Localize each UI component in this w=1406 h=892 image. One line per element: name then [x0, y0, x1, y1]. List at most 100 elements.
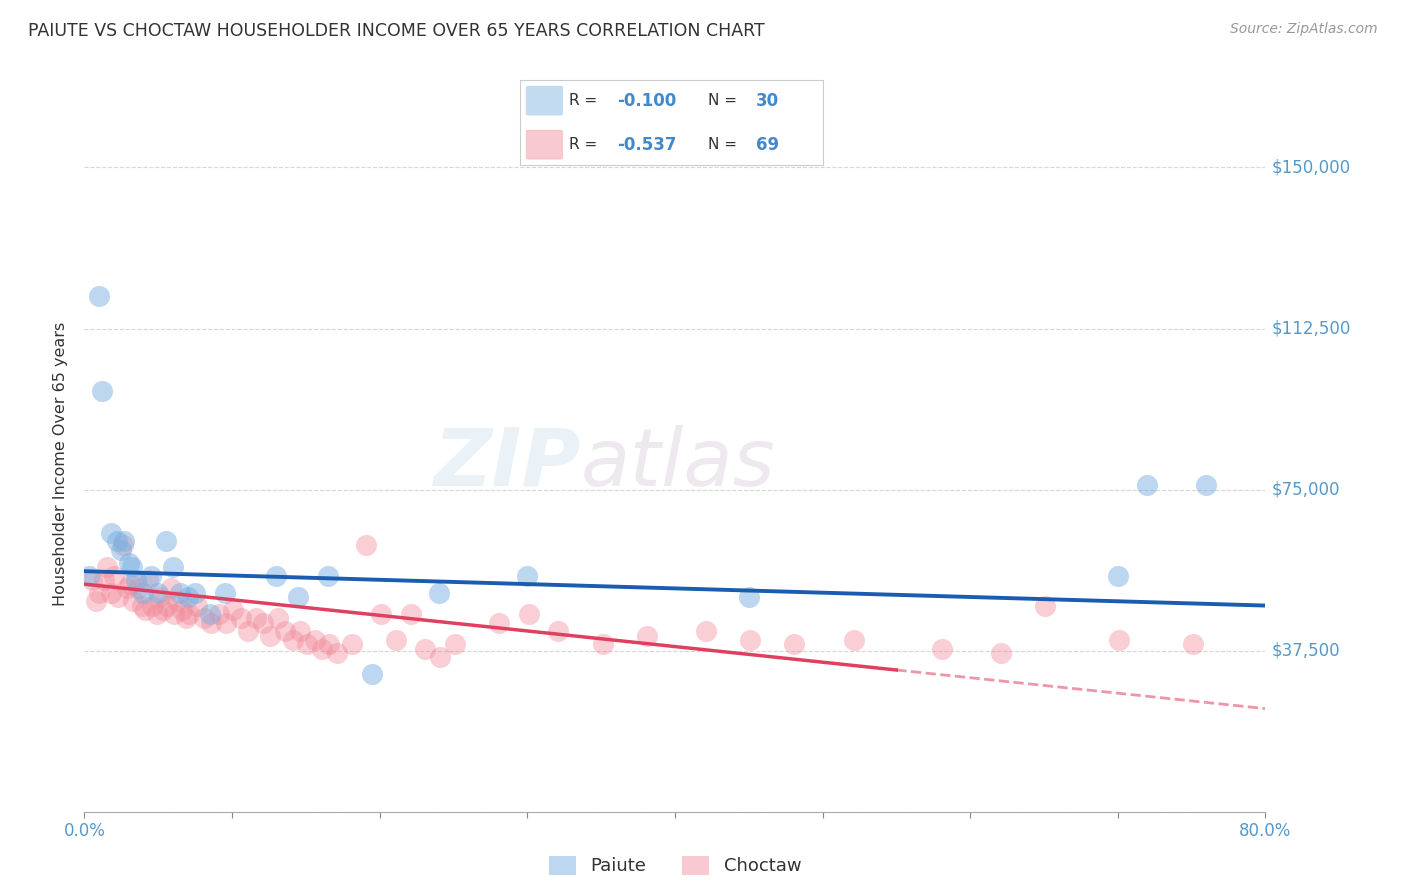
Point: [87, 289, 111, 303]
Point: [318, 637, 340, 651]
Point: [488, 615, 510, 630]
Point: [288, 624, 311, 639]
Point: [184, 585, 207, 599]
Point: [238, 624, 260, 639]
Point: [112, 534, 135, 549]
Text: R =: R =: [568, 93, 596, 108]
Point: [127, 582, 149, 596]
FancyBboxPatch shape: [526, 130, 562, 159]
Point: [326, 646, 349, 660]
Point: [274, 624, 297, 639]
Point: [100, 585, 122, 599]
Text: $37,500: $37,500: [1271, 641, 1340, 660]
Point: [84, 594, 107, 608]
Point: [385, 632, 408, 647]
Point: [229, 611, 252, 625]
Point: [264, 568, 288, 582]
Point: [163, 607, 186, 622]
Point: [516, 568, 538, 582]
Point: [222, 603, 245, 617]
Point: [361, 667, 384, 681]
Point: [783, 637, 806, 651]
Point: [340, 637, 363, 651]
Point: [162, 560, 184, 574]
Point: [103, 568, 125, 582]
Text: R =: R =: [568, 137, 596, 153]
Point: [198, 607, 221, 622]
Point: [370, 607, 392, 622]
Point: [1107, 568, 1129, 582]
Point: [931, 641, 953, 656]
Point: [1136, 478, 1159, 492]
Point: [215, 615, 238, 630]
Point: [131, 599, 153, 613]
Legend: Paiute, Choctaw: Paiute, Choctaw: [541, 849, 808, 883]
Text: Source: ZipAtlas.com: Source: ZipAtlas.com: [1230, 22, 1378, 37]
Point: [186, 599, 208, 613]
Text: 69: 69: [756, 136, 779, 153]
Point: [592, 637, 614, 651]
Point: [134, 603, 156, 617]
Point: [160, 582, 183, 596]
Text: N =: N =: [707, 137, 737, 153]
Text: -0.100: -0.100: [617, 92, 676, 110]
Point: [96, 560, 118, 574]
Text: N =: N =: [707, 93, 737, 108]
Point: [111, 538, 134, 552]
Point: [193, 611, 215, 625]
Text: -0.537: -0.537: [617, 136, 676, 153]
Point: [1195, 478, 1218, 492]
Point: [200, 615, 222, 630]
Point: [136, 573, 159, 587]
Point: [87, 585, 111, 599]
Point: [245, 611, 267, 625]
Point: [156, 599, 179, 613]
Text: $112,500: $112,500: [1271, 319, 1351, 337]
Point: [287, 590, 309, 604]
Point: [149, 590, 172, 604]
Point: [177, 590, 200, 604]
Point: [105, 534, 128, 549]
Point: [125, 573, 148, 587]
Point: [297, 637, 319, 651]
Point: [214, 585, 236, 599]
Point: [311, 641, 333, 656]
Y-axis label: Householder Income Over 65 years: Householder Income Over 65 years: [53, 322, 69, 606]
Point: [80, 573, 103, 587]
Point: [122, 594, 145, 608]
Point: [93, 573, 115, 587]
Point: [444, 637, 467, 651]
Point: [517, 607, 540, 622]
Point: [100, 525, 122, 540]
Text: 30: 30: [756, 92, 779, 110]
Point: [120, 577, 142, 591]
Point: [695, 624, 717, 639]
Point: [179, 607, 201, 622]
Point: [1035, 599, 1057, 613]
Point: [132, 585, 155, 599]
Point: [316, 568, 339, 582]
Point: [139, 568, 162, 582]
Text: $150,000: $150,000: [1271, 159, 1350, 177]
Point: [77, 568, 100, 582]
Point: [115, 582, 138, 596]
Point: [415, 641, 437, 656]
Point: [145, 607, 167, 622]
Point: [121, 560, 143, 574]
Point: [636, 629, 658, 643]
Text: ZIP: ZIP: [433, 425, 581, 503]
Point: [252, 615, 274, 630]
Point: [399, 607, 422, 622]
Point: [170, 603, 193, 617]
Point: [281, 632, 304, 647]
Point: [107, 590, 129, 604]
Point: [547, 624, 569, 639]
Point: [118, 556, 141, 570]
Point: [429, 650, 451, 665]
Point: [842, 632, 865, 647]
Point: [1108, 632, 1130, 647]
Point: [152, 603, 174, 617]
Point: [148, 585, 170, 599]
Point: [141, 599, 163, 613]
Point: [267, 611, 290, 625]
